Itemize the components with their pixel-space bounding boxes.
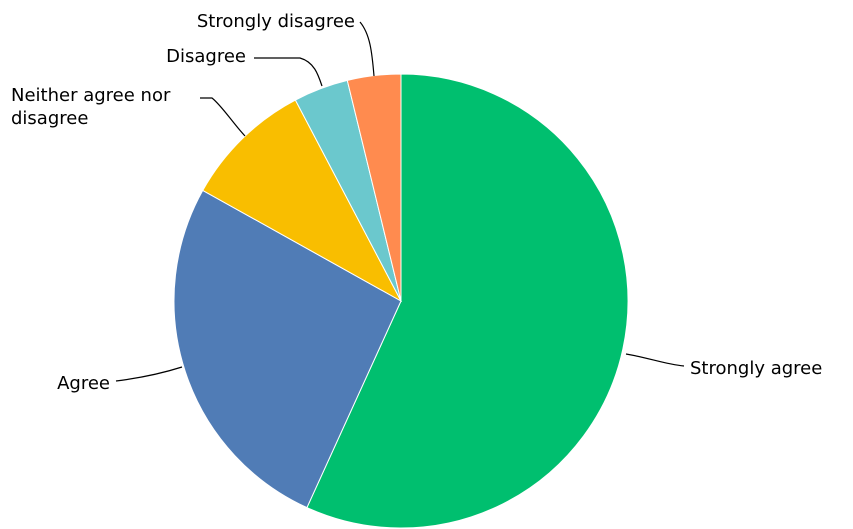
pie-slice-neither-agree-nor-disagree (202, 99, 403, 303)
leader-line-strongly-agree (625, 353, 685, 367)
slice-label-line: disagree (11, 108, 88, 129)
pie-slice-strongly-agree (306, 73, 629, 529)
slice-label-disagree: Disagree (166, 46, 246, 67)
slice-label-line: Neither agree nor (11, 85, 171, 106)
slice-label-line: Strongly disagree (197, 11, 355, 32)
leader-line-disagree (254, 57, 323, 87)
pie-slices (173, 73, 629, 529)
leader-line-strongly-disagree (359, 21, 375, 77)
leader-lines (115, 21, 685, 382)
slice-label-neither-agree-nor-disagree: Neither agree nor disagree (11, 85, 171, 129)
slice-label-line: Agree (57, 373, 110, 394)
slice-label-agree: Agree (57, 373, 110, 394)
slice-label-strongly-agree: Strongly agree (690, 358, 822, 379)
leader-line-agree (115, 366, 183, 382)
slice-label-line: Disagree (166, 46, 246, 67)
slice-label-line: Strongly agree (690, 358, 822, 379)
slice-labels: Strongly agree Agree Neither agree nor disa… (11, 11, 822, 394)
slice-label-strongly-disagree: Strongly disagree (197, 11, 355, 32)
leader-line-neither-agree-nor-disagree (200, 97, 246, 137)
